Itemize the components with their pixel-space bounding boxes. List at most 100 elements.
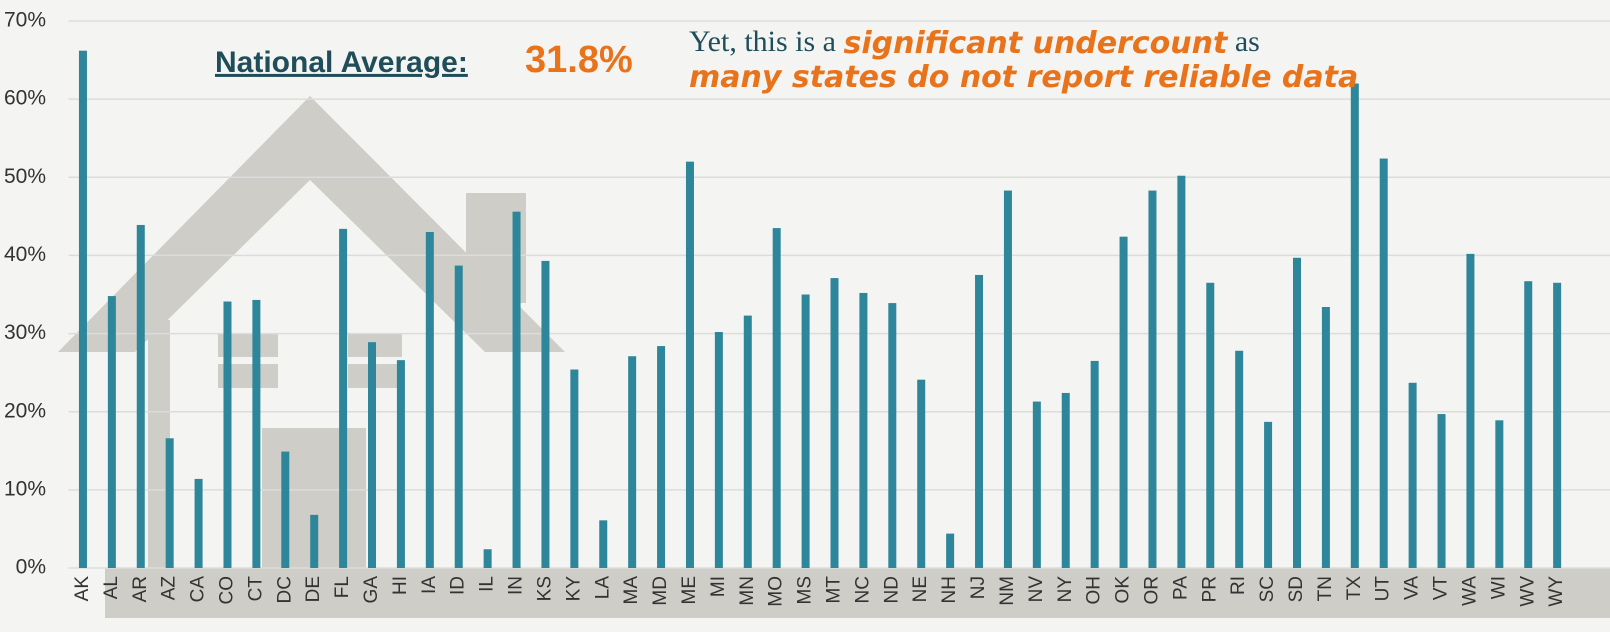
- bar: [772, 228, 781, 569]
- bar: [281, 451, 290, 568]
- bar: [425, 231, 434, 568]
- x-tick-label: SD: [1286, 576, 1307, 602]
- bar: [194, 478, 203, 568]
- bar: [917, 379, 926, 568]
- bar: [1003, 190, 1012, 568]
- average-label: National Average:: [215, 46, 468, 79]
- x-tick-label: NE: [910, 576, 931, 602]
- bar: [310, 514, 319, 568]
- bar: [1408, 382, 1417, 568]
- bar: [714, 332, 723, 568]
- x-tick-label: TX: [1344, 576, 1365, 601]
- average-value: 31.8%: [525, 39, 633, 81]
- bar: [1148, 190, 1157, 568]
- x-tick-label: UT: [1373, 576, 1394, 602]
- x-tick-label: AR: [130, 576, 151, 602]
- bar: [1321, 307, 1330, 568]
- bar: [685, 161, 694, 568]
- y-tick-label: 10%: [4, 477, 46, 500]
- bar: [1350, 83, 1359, 568]
- note-text: significant undercount: [843, 26, 1228, 61]
- bar: [1437, 414, 1446, 568]
- x-tick-label: WV: [1517, 576, 1538, 607]
- x-tick-label: LA: [592, 576, 613, 600]
- bar: [628, 356, 637, 568]
- bar: [1379, 158, 1388, 568]
- bar: [1206, 282, 1215, 568]
- bar: [368, 342, 377, 568]
- x-tick-label: NJ: [968, 576, 989, 599]
- x-tick-label: AK: [72, 576, 93, 602]
- note-text: many states do not report reliable data: [689, 60, 1358, 95]
- bar: [1032, 401, 1041, 568]
- bar: [1495, 420, 1504, 568]
- x-tick-label: IA: [419, 576, 440, 594]
- bar: [396, 360, 405, 568]
- x-tick-label: VT: [1431, 576, 1452, 601]
- x-tick-label: OH: [1084, 576, 1105, 605]
- x-tick-label: MI: [708, 576, 729, 597]
- bar: [830, 278, 839, 568]
- bar: [1177, 175, 1186, 569]
- bar: [1235, 350, 1244, 568]
- x-tick-label: OK: [1113, 576, 1134, 604]
- x-tick-label: NM: [997, 576, 1018, 606]
- bar: [1090, 360, 1099, 568]
- x-tick-label: KS: [534, 576, 555, 601]
- x-tick-label: IN: [506, 576, 527, 595]
- y-tick-label: 60%: [4, 87, 46, 110]
- x-tick-label: MS: [795, 576, 816, 605]
- bar: [599, 520, 608, 568]
- y-tick-label: 50%: [4, 165, 46, 188]
- y-tick-label: 70%: [4, 9, 46, 32]
- bar: [743, 315, 752, 568]
- x-tick-label: CT: [245, 576, 266, 602]
- x-tick-label: PR: [1199, 576, 1220, 602]
- x-tick-label: PA: [1170, 576, 1191, 600]
- bar: [136, 224, 145, 568]
- x-tick-label: MO: [766, 576, 787, 607]
- x-tick-label: TN: [1315, 576, 1336, 601]
- x-tick-label: HI: [390, 576, 411, 595]
- x-tick-label: NH: [939, 576, 960, 603]
- x-tick-label: MT: [824, 576, 845, 604]
- note: Yet, this is a significant undercount as…: [689, 25, 1358, 95]
- bar: [888, 303, 897, 568]
- x-tick-label: WY: [1546, 576, 1567, 607]
- x-tick-label: MN: [737, 576, 758, 606]
- bar: [252, 299, 261, 568]
- x-tick-label: AL: [101, 576, 122, 599]
- y-tick-label: 30%: [4, 321, 46, 344]
- bar: [570, 369, 579, 568]
- x-tick-label: ID: [448, 576, 469, 595]
- bar: [975, 274, 984, 568]
- x-tick-label: FL: [332, 576, 353, 598]
- bar: [223, 301, 232, 568]
- x-tick-label: CA: [188, 576, 209, 603]
- x-tick-label: SC: [1257, 576, 1278, 602]
- bar: [1061, 392, 1070, 568]
- x-tick-label: WI: [1488, 576, 1509, 599]
- x-tick-label: CO: [216, 576, 237, 605]
- x-tick-label: VA: [1402, 576, 1423, 600]
- bar: [483, 549, 492, 568]
- x-tick-label: DC: [274, 576, 295, 603]
- y-tick-label: 0%: [16, 556, 46, 579]
- note-text: as: [1227, 25, 1260, 58]
- bar: [78, 50, 87, 569]
- bar: [512, 211, 521, 568]
- bar: [107, 296, 116, 568]
- bar: [946, 533, 955, 568]
- x-tick-label: MD: [650, 576, 671, 606]
- bar: [801, 294, 810, 568]
- x-tick-label: AZ: [159, 576, 180, 601]
- bar: [1466, 253, 1475, 568]
- x-tick-label: NY: [1055, 576, 1076, 603]
- x-tick-label: IL: [477, 576, 498, 592]
- house-illustration: [58, 96, 1610, 618]
- x-tick-label: ND: [881, 576, 902, 603]
- bar: [1292, 257, 1301, 568]
- bar: [1553, 282, 1562, 568]
- x-tick-label: WA: [1459, 576, 1480, 606]
